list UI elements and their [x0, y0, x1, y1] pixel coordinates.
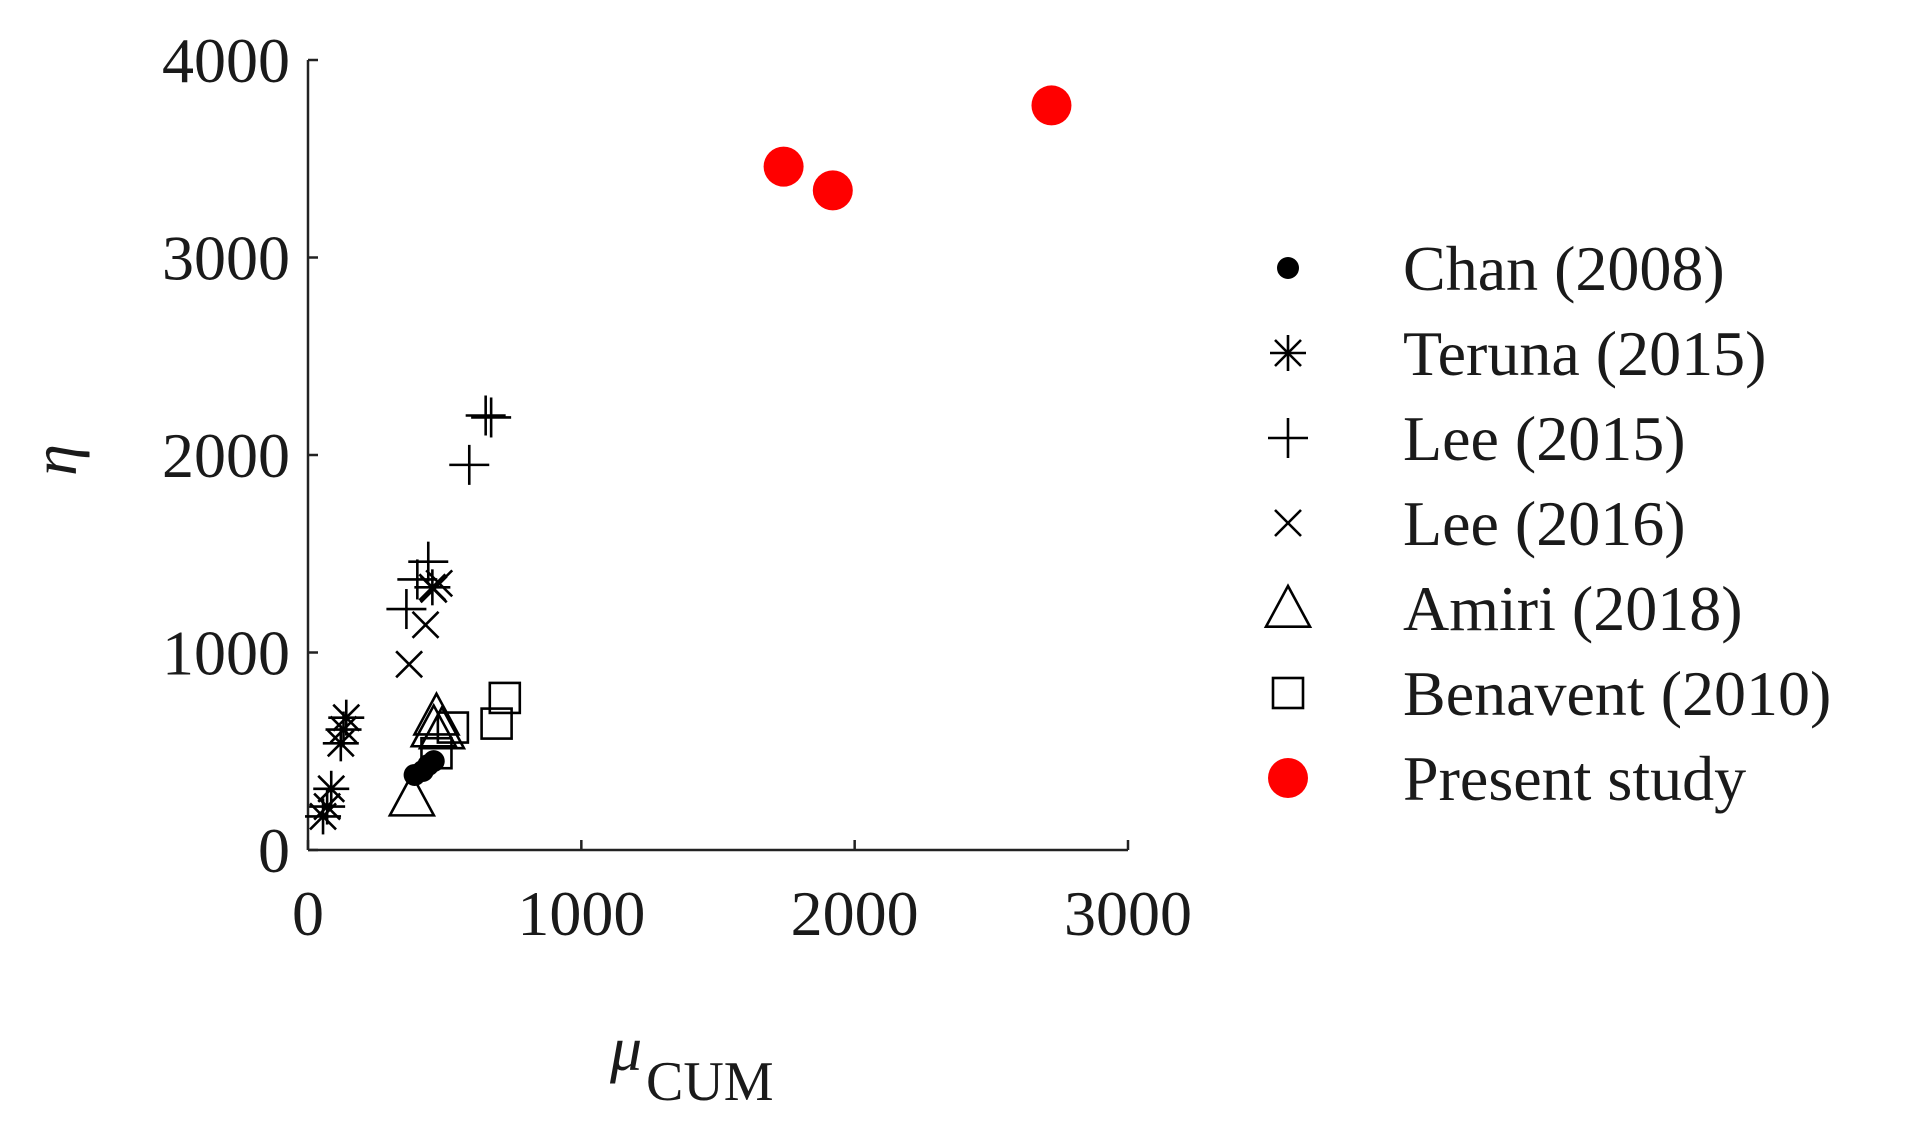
data-point	[328, 699, 365, 736]
y-tick-label: 0	[258, 815, 290, 886]
y-tick-label: 4000	[162, 25, 290, 96]
legend-marker	[1268, 758, 1308, 798]
x-tick-label: 3000	[1064, 878, 1192, 949]
plot-marks	[305, 85, 1072, 835]
legend-label: Amiri (2018)	[1403, 573, 1743, 644]
data-point	[420, 736, 453, 770]
legend-label: Benavent (2010)	[1403, 658, 1831, 729]
ast-d2	[1274, 339, 1302, 367]
legend-item: Lee (2015)	[1268, 403, 1686, 474]
cross-b	[425, 569, 454, 598]
legend-item: Amiri (2018)	[1263, 573, 1743, 644]
data-point	[1031, 85, 1072, 126]
y-axis-label: η	[19, 444, 90, 476]
axes: 0 1000 2000 3000 4000 0 1000 2000 3000	[162, 25, 1192, 949]
ast-d2	[317, 774, 346, 803]
cross-b	[1274, 509, 1302, 537]
legend-label: Present study	[1403, 743, 1746, 814]
data-point	[397, 559, 438, 600]
series-benavent-2010	[420, 681, 522, 770]
data-point	[812, 170, 853, 211]
data-point	[480, 707, 513, 740]
cross-b	[395, 650, 424, 679]
y-tick-label: 2000	[162, 420, 290, 491]
ast-d2	[332, 703, 361, 732]
data-point	[313, 770, 350, 807]
legend-marker	[1268, 418, 1308, 458]
data-point	[309, 788, 346, 825]
legend-label: Lee (2015)	[1403, 403, 1686, 474]
legend: Chan (2008) Teruna (2015) Lee (2015) Lee (2…	[1263, 233, 1831, 814]
ast-d2	[313, 792, 342, 821]
legend-item: Lee (2016)	[1274, 488, 1686, 559]
data-point	[386, 589, 427, 630]
legend-item: Present study	[1268, 743, 1746, 814]
data-point	[763, 146, 804, 187]
legend-label: Lee (2016)	[1403, 488, 1686, 559]
legend-item: Teruna (2015)	[1270, 318, 1766, 389]
x-axis-label-subscript: CUM	[646, 1051, 774, 1113]
data-point	[395, 650, 424, 679]
axis-labels: η μ CUM	[19, 444, 774, 1113]
data-point	[449, 444, 490, 485]
series-present-study	[763, 85, 1072, 211]
series-amiri-2018	[387, 690, 467, 817]
data-point	[425, 569, 454, 598]
data-point	[411, 610, 440, 639]
data-point	[436, 711, 470, 744]
legend-marker	[1274, 509, 1302, 537]
legend-label: Teruna (2015)	[1403, 318, 1766, 389]
cross-b	[411, 610, 440, 639]
data-point	[409, 702, 458, 748]
data-point	[471, 397, 512, 438]
series-lee-2015	[386, 395, 512, 630]
y-tick-label: 3000	[162, 223, 290, 294]
legend-marker	[1263, 583, 1313, 629]
ast-d2	[329, 715, 358, 744]
data-point	[488, 681, 522, 715]
legend-marker	[1270, 335, 1306, 371]
series-lee-2016	[395, 569, 454, 679]
data-point	[412, 690, 461, 736]
legend-marker	[1271, 676, 1305, 710]
legend-item: Chan (2008)	[1277, 233, 1725, 304]
legend-marker	[1277, 257, 1299, 279]
legend-item: Benavent (2010)	[1271, 658, 1831, 729]
data-point	[465, 395, 506, 436]
series-teruna-2015	[305, 569, 451, 835]
data-point	[408, 541, 449, 582]
x-tick-label: 0	[292, 878, 324, 949]
legend-label: Chan (2008)	[1403, 233, 1725, 304]
x-axis-label: μ	[609, 1013, 642, 1084]
x-tick-label: 1000	[517, 878, 645, 949]
data-point	[422, 750, 445, 773]
x-axis-label-symbol: μ	[609, 1013, 642, 1084]
data-point	[417, 704, 467, 750]
x-tick-label: 2000	[791, 878, 919, 949]
y-tick-label: 1000	[162, 618, 290, 689]
data-point	[387, 771, 437, 817]
